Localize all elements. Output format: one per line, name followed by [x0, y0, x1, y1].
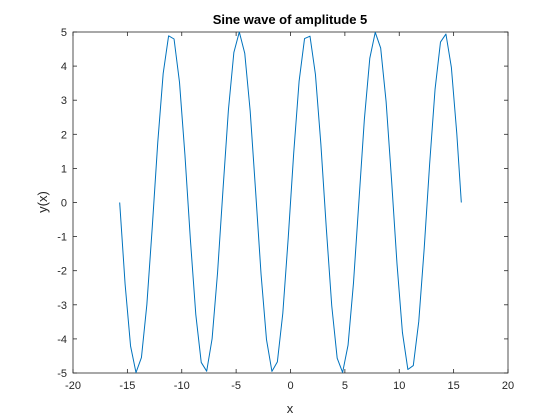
x-axis-label: x	[287, 401, 294, 416]
y-tick-label: -2	[57, 266, 67, 278]
x-tick-label: 10	[393, 380, 405, 392]
y-tick-label: 4	[61, 61, 67, 73]
x-tick-label: -20	[65, 380, 81, 392]
x-tick-label: -15	[119, 380, 135, 392]
y-tick-label: -1	[57, 232, 67, 244]
y-tick-label: 0	[61, 198, 67, 210]
y-tick-label: -3	[57, 300, 67, 312]
y-tick-label: -4	[57, 334, 67, 346]
x-tick-label: 5	[342, 380, 348, 392]
chart-title: Sine wave of amplitude 5	[213, 12, 368, 27]
x-tick-label: 0	[287, 380, 293, 392]
series-line	[119, 31, 462, 374]
x-tick-label: 20	[502, 380, 514, 392]
y-tick-label: 5	[61, 27, 67, 39]
x-tick-label: 15	[448, 380, 460, 392]
y-tick-label: 3	[61, 95, 67, 107]
y-axis-label: y(x)	[35, 191, 50, 213]
x-tick-label: -5	[231, 380, 241, 392]
y-tick-label: 1	[61, 163, 67, 175]
y-tick-label: -5	[57, 368, 67, 380]
x-tick-label: -10	[174, 380, 190, 392]
y-tick-label: 2	[61, 129, 67, 141]
